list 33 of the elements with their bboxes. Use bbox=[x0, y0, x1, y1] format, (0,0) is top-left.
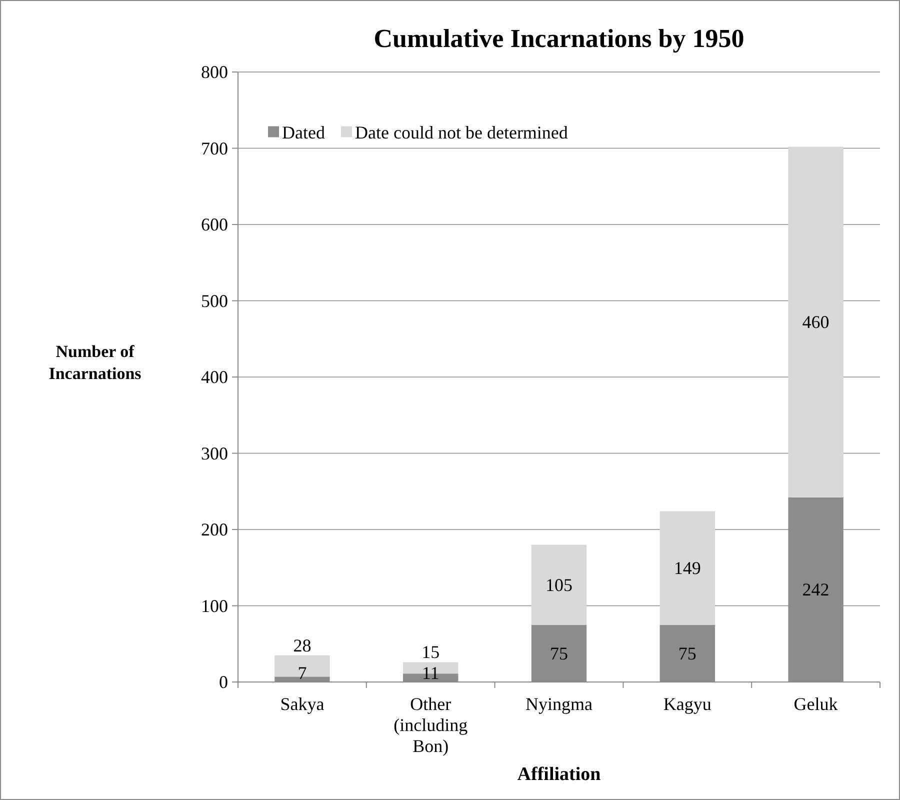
data-label: 75 bbox=[678, 643, 696, 664]
data-label: 11 bbox=[422, 663, 440, 683]
legend-label: Dated bbox=[282, 122, 325, 142]
data-label: 460 bbox=[802, 312, 830, 332]
y-tick-label: 0 bbox=[219, 672, 228, 692]
data-label: 105 bbox=[546, 574, 572, 595]
y-tick-label: 200 bbox=[201, 520, 228, 540]
y-tick-label: 800 bbox=[201, 62, 228, 82]
data-label: 28 bbox=[293, 635, 312, 656]
x-tick-label: Other (including Bon) bbox=[394, 694, 468, 756]
data-label: 75 bbox=[550, 643, 568, 664]
data-label: 242 bbox=[802, 580, 830, 600]
legend-label: Date could not be determined bbox=[355, 122, 568, 142]
x-axis-title: Affiliation bbox=[517, 764, 602, 785]
x-tick-label: Nyingma bbox=[526, 694, 592, 714]
y-tick-label: 300 bbox=[201, 443, 228, 464]
y-tick-label: 600 bbox=[201, 214, 228, 234]
bar bbox=[660, 511, 716, 625]
chart-title: Cumulative Incarnations by 1950 bbox=[374, 24, 744, 53]
data-label: 7 bbox=[298, 663, 307, 683]
x-tick-label: Kagyu bbox=[663, 694, 712, 714]
bar bbox=[788, 146, 844, 498]
y-tick-label: 700 bbox=[201, 138, 228, 158]
bar bbox=[274, 655, 330, 677]
data-label: 15 bbox=[422, 642, 440, 662]
y-tick-label: 100 bbox=[201, 596, 228, 616]
y-tick-label: 500 bbox=[201, 290, 228, 311]
y-axis-title: Number of Incarnations bbox=[48, 342, 142, 383]
data-label: 149 bbox=[674, 558, 701, 578]
bar bbox=[531, 544, 587, 625]
y-tick-label: 400 bbox=[201, 367, 228, 387]
x-tick-label: Geluk bbox=[794, 694, 838, 714]
x-tick-label: Sakya bbox=[280, 694, 324, 714]
